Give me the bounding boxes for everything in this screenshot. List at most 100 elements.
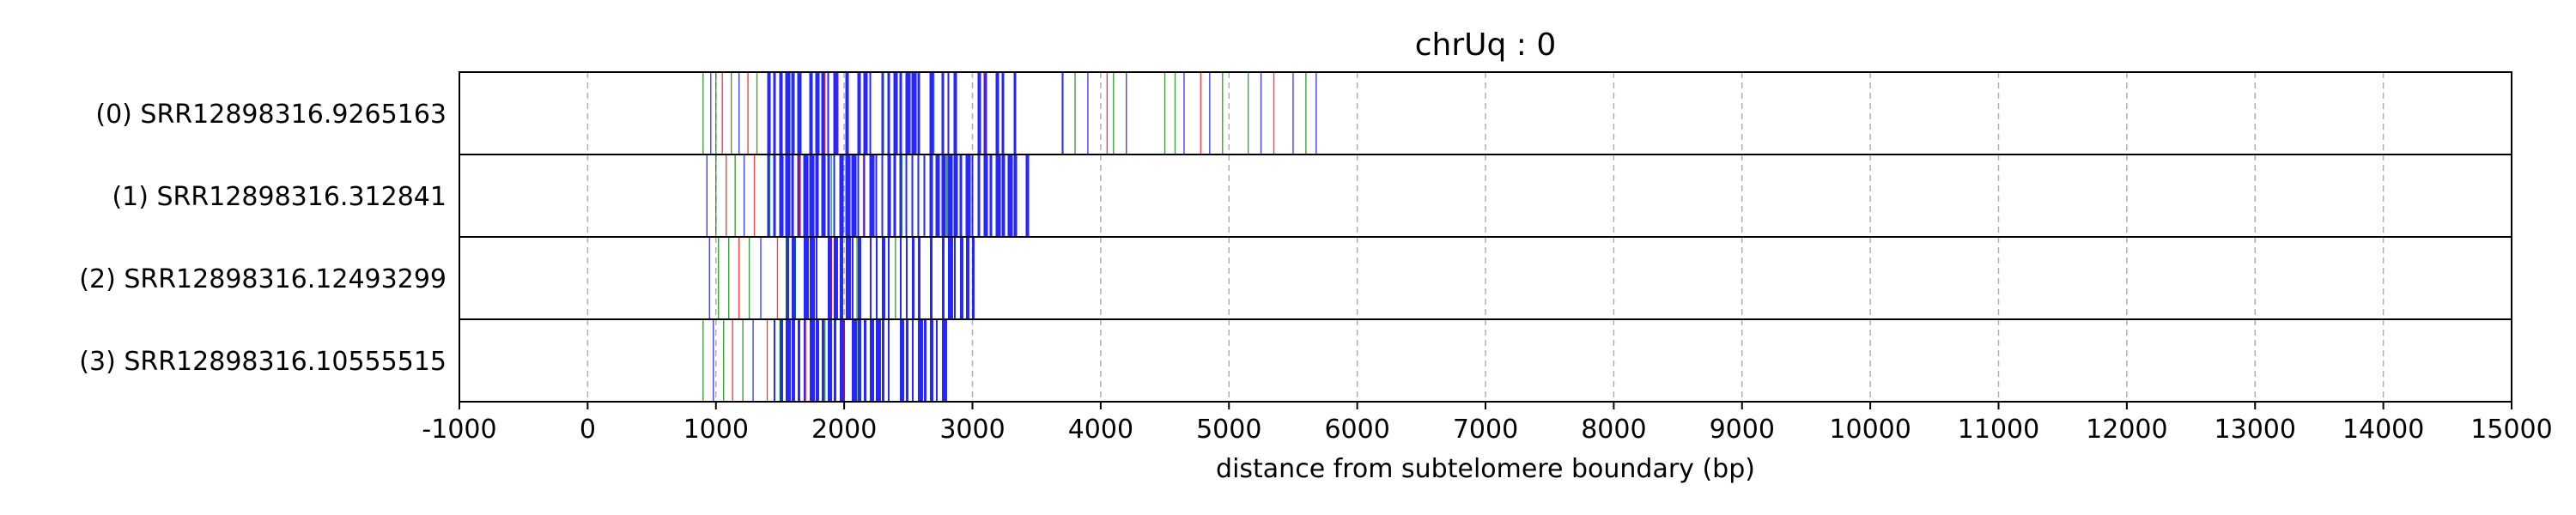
- track-mark: [995, 73, 999, 154]
- track-mark: [839, 320, 845, 401]
- track-mark: [779, 320, 783, 401]
- track-mark: [887, 320, 890, 401]
- x-tick-label: -1000: [422, 415, 496, 445]
- track-mark: [863, 73, 868, 154]
- track-mark: [833, 73, 839, 154]
- track-mark: [863, 320, 866, 401]
- track-mark: [989, 155, 993, 236]
- track-mark: [995, 155, 1001, 236]
- track-mark: [953, 238, 956, 318]
- track-mark: [899, 155, 902, 236]
- track-mark: [827, 155, 830, 236]
- track-mark: [917, 320, 923, 401]
- track-mark: [1007, 155, 1013, 236]
- track-mark: [809, 155, 815, 236]
- track-mark: [791, 238, 796, 318]
- track-mark: [857, 238, 861, 318]
- track-mark: [869, 320, 874, 401]
- x-axis: -1000 0 1000 2000 3000 4000 5000 6000 7000 8000 90…: [422, 402, 2553, 445]
- track-mark: [959, 238, 963, 318]
- track-mark: [911, 238, 914, 318]
- track-mark: [941, 155, 946, 236]
- track-mark: [1001, 73, 1005, 154]
- track-mark: [845, 73, 849, 154]
- track-mark: [977, 73, 981, 154]
- track-mark: [941, 238, 945, 318]
- track-mark: [917, 238, 920, 318]
- track-mark: [869, 155, 875, 236]
- track-mark: [779, 73, 783, 154]
- track-mark: [947, 238, 953, 318]
- track-mark: [785, 238, 789, 318]
- track-mark: [869, 238, 872, 318]
- x-axis-label: distance from subtelomere boundary (bp): [1216, 454, 1755, 484]
- track-mark: [881, 238, 885, 318]
- track-mark: [875, 320, 881, 401]
- track-mark: [803, 238, 809, 318]
- track-mark: [887, 238, 890, 318]
- track-mark: [881, 155, 884, 236]
- x-tick-label: 15000: [2470, 415, 2552, 445]
- track-mark: [839, 155, 844, 236]
- track-mark: [809, 320, 815, 401]
- track-mark: [911, 320, 914, 401]
- track-mark: [815, 238, 817, 318]
- track-mark: [809, 238, 815, 318]
- track-mark: [893, 73, 898, 154]
- track-mark: [863, 155, 866, 236]
- x-tick-label: 4000: [1068, 415, 1133, 445]
- track-mark: [845, 155, 851, 236]
- track-label: (0) SRR12898316.9265163: [95, 100, 447, 130]
- track-mark: [785, 155, 791, 236]
- track-mark: [827, 73, 829, 154]
- track-mark: [803, 155, 809, 236]
- track-mark: [917, 155, 920, 236]
- track-mark: [827, 320, 832, 401]
- track-mark: [833, 155, 835, 236]
- track-mark: [767, 73, 771, 154]
- track-mark: [887, 155, 891, 236]
- track-mark: [821, 320, 824, 401]
- x-tick-label: 8000: [1581, 415, 1646, 445]
- track-mark: [845, 238, 851, 318]
- track-mark: [875, 238, 878, 318]
- track-mark: [929, 155, 933, 236]
- track-mark: [875, 155, 878, 236]
- track-mark: [965, 238, 969, 318]
- track-mark: [935, 155, 940, 236]
- x-tick-label: 5000: [1196, 415, 1261, 445]
- track-mark: [977, 155, 981, 236]
- track-mark: [983, 155, 988, 236]
- track-mark: [905, 155, 908, 236]
- track-mark: [1013, 155, 1018, 236]
- track-mark: [809, 73, 813, 154]
- track-mark: [947, 155, 953, 236]
- track-area: (0) SRR12898316.9265163 (1) SRR12898316.3…: [79, 71, 2512, 403]
- x-tick-label: 1000: [683, 415, 749, 445]
- track-mark: [887, 73, 890, 154]
- track: (1) SRR12898316.312841: [112, 155, 1030, 236]
- track-mark: [797, 73, 802, 154]
- track-mark: [971, 238, 975, 318]
- track-mark: [767, 155, 770, 236]
- track-mark: [899, 73, 902, 154]
- x-tick-label: 11000: [1958, 415, 2039, 445]
- track: (2) SRR12898316.12493299: [79, 238, 975, 318]
- track-mark: [839, 238, 843, 318]
- track-mark: [851, 155, 857, 236]
- track-mark: [869, 73, 872, 154]
- track-mark: [779, 155, 784, 236]
- track-mark: [929, 73, 934, 154]
- track-mark: [785, 73, 791, 154]
- track-mark: [833, 320, 836, 401]
- track-mark: [833, 238, 838, 318]
- track-mark: [1013, 73, 1017, 154]
- x-tick-label: 12000: [2086, 415, 2167, 445]
- x-tick-label: 7000: [1453, 415, 1518, 445]
- track-mark: [851, 320, 857, 401]
- chart-title: chrUq : 0: [1415, 27, 1557, 63]
- track-mark: [851, 238, 854, 318]
- x-tick-label: 3000: [939, 415, 1005, 445]
- track-mark: [773, 155, 776, 236]
